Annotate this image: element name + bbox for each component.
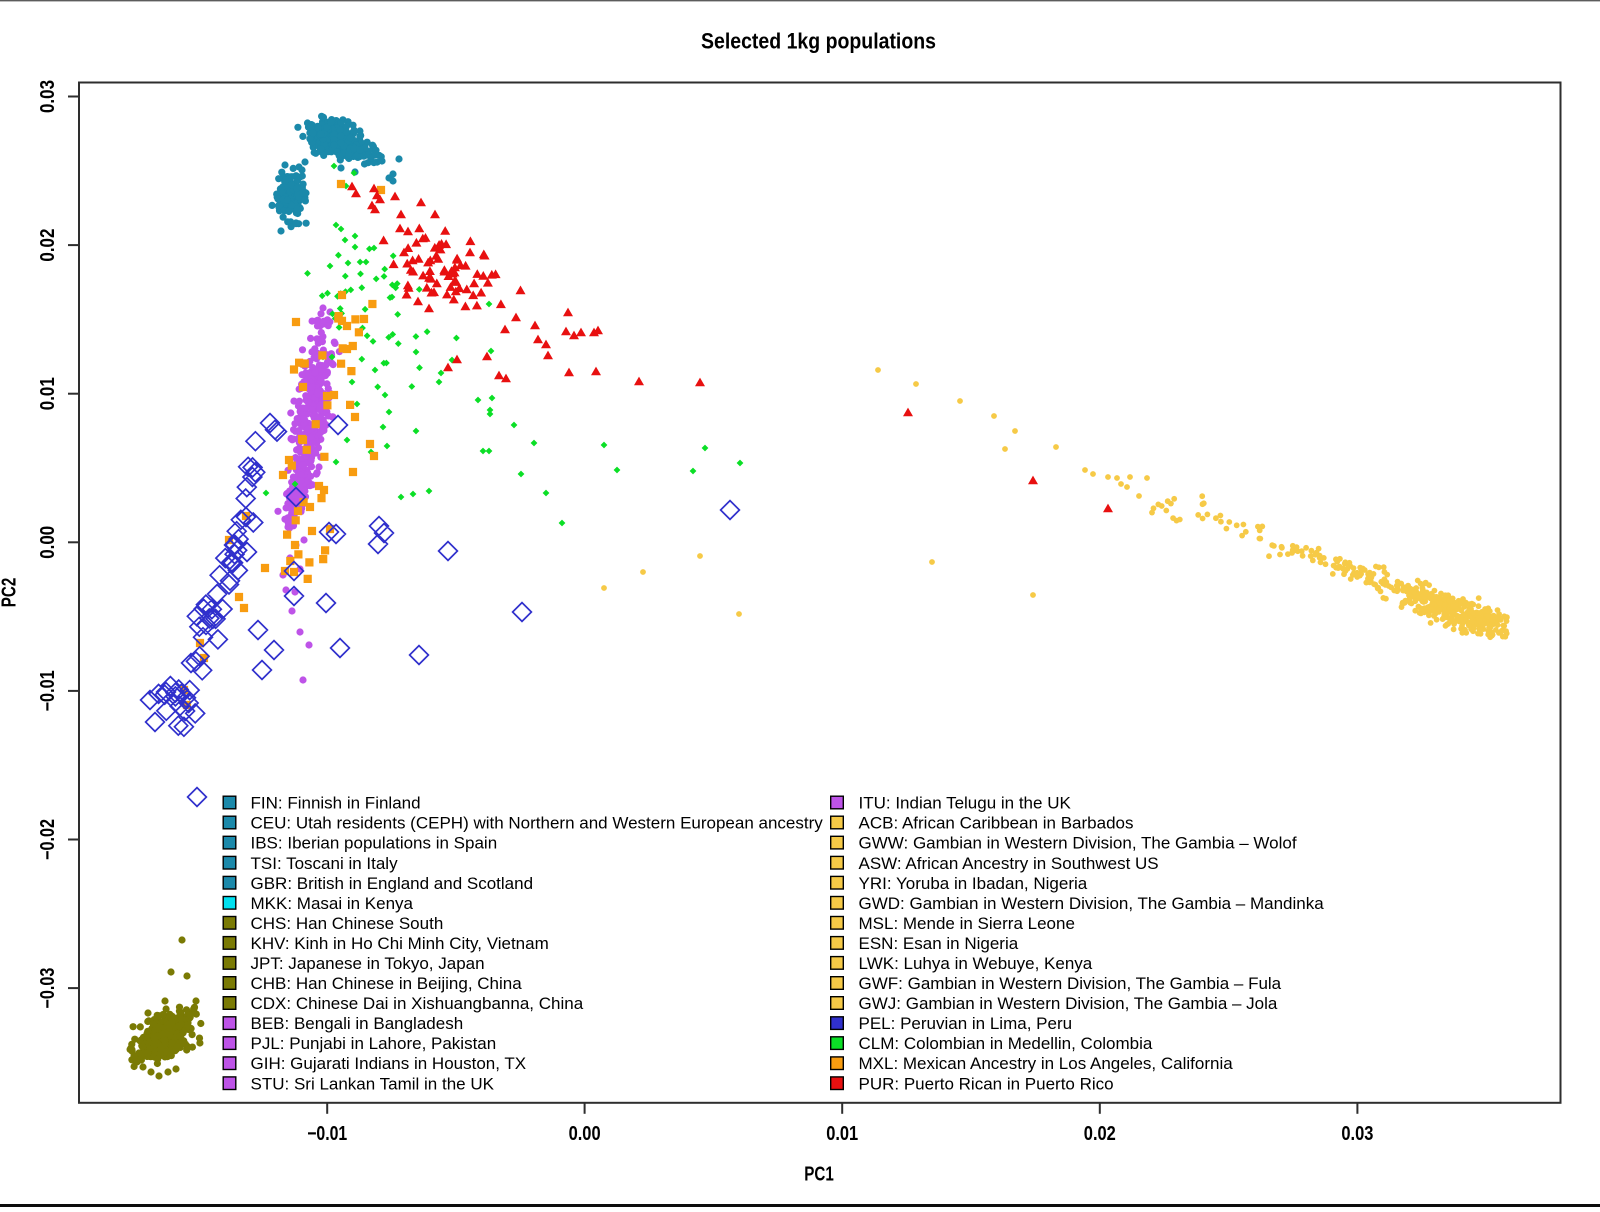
svg-text:IBS: Iberian populations in Sp: IBS: Iberian populations in Spain (251, 834, 498, 853)
svg-text:0.01: 0.01 (826, 1123, 858, 1145)
svg-text:0.00: 0.00 (569, 1123, 601, 1145)
svg-text:0.01: 0.01 (37, 377, 59, 410)
svg-text:GIH: Gujarati Indians in Houst: GIH: Gujarati Indians in Houston, TX (251, 1054, 527, 1073)
svg-text:ITU: Indian Telugu in the UK: ITU: Indian Telugu in the UK (859, 794, 1072, 813)
svg-text:CHS: Han Chinese South: CHS: Han Chinese South (251, 914, 444, 933)
svg-text:KHV: Kinh in Ho Chi Minh City,: KHV: Kinh in Ho Chi Minh City, Vietnam (251, 934, 549, 953)
svg-text:PC1: PC1 (804, 1164, 834, 1186)
svg-text:JPT: Japanese in Tokyo, Japan: JPT: Japanese in Tokyo, Japan (251, 954, 485, 973)
svg-text:PUR: Puerto Rican in Puerto Ri: PUR: Puerto Rican in Puerto Rico (859, 1074, 1114, 1093)
svg-text:0.02: 0.02 (37, 229, 59, 262)
svg-text:−0.03: −0.03 (37, 968, 59, 1009)
svg-text:YRI: Yoruba in Ibadan, Nigeria: YRI: Yoruba in Ibadan, Nigeria (859, 874, 1088, 893)
svg-text:GBR: British in England and Sc: GBR: British in England and Scotland (251, 874, 534, 893)
svg-text:GWW: Gambian in Western Divisi: GWW: Gambian in Western Division, The Ga… (859, 834, 1297, 853)
svg-text:ACB: African Caribbean in Barb: ACB: African Caribbean in Barbados (859, 814, 1134, 833)
svg-text:−0.02: −0.02 (37, 819, 59, 860)
svg-text:MXL: Mexican Ancestry in Los A: MXL: Mexican Ancestry in Los Angeles, Ca… (859, 1054, 1234, 1073)
svg-text:MSL: Mende in Sierra Leone: MSL: Mende in Sierra Leone (859, 914, 1075, 933)
svg-text:ESN: Esan in Nigeria: ESN: Esan in Nigeria (859, 934, 1019, 953)
svg-text:0.03: 0.03 (1341, 1123, 1373, 1145)
svg-text:ASW: African Ancestry in South: ASW: African Ancestry in Southwest US (859, 854, 1159, 873)
svg-text:PEL: Peruvian in Lima, Peru: PEL: Peruvian in Lima, Peru (859, 1014, 1073, 1033)
svg-text:PC2: PC2 (0, 578, 21, 608)
svg-text:TSI: Toscani in Italy: TSI: Toscani in Italy (251, 854, 399, 873)
svg-text:CEU: Utah residents (CEPH) wit: CEU: Utah residents (CEPH) with Northern… (251, 814, 824, 833)
svg-text:CDX: Chinese Dai in Xishuangba: CDX: Chinese Dai in Xishuangbanna, China (251, 994, 584, 1013)
svg-text:0.02: 0.02 (1084, 1123, 1116, 1145)
svg-text:GWF: Gambian in Western Divisi: GWF: Gambian in Western Division, The Ga… (859, 974, 1282, 993)
svg-text:Selected 1kg populations: Selected 1kg populations (701, 29, 936, 54)
svg-text:BEB: Bengali in Bangladesh: BEB: Bengali in Bangladesh (251, 1014, 464, 1033)
svg-text:MKK: Masai in Kenya: MKK: Masai in Kenya (251, 894, 414, 913)
svg-text:0.03: 0.03 (37, 80, 59, 113)
svg-text:GWD: Gambian in Western Divisi: GWD: Gambian in Western Division, The Ga… (859, 894, 1325, 913)
svg-text:PJL: Punjabi in Lahore, Pakist: PJL: Punjabi in Lahore, Pakistan (251, 1034, 497, 1053)
svg-text:LWK: Luhya in Webuye, Kenya: LWK: Luhya in Webuye, Kenya (859, 954, 1093, 973)
svg-text:0.00: 0.00 (37, 526, 59, 559)
svg-text:CLM: Colombian in Medellin, Co: CLM: Colombian in Medellin, Colombia (859, 1034, 1153, 1053)
svg-text:FIN: Finnish in Finland: FIN: Finnish in Finland (251, 794, 421, 813)
svg-text:GWJ: Gambian in Western Divisi: GWJ: Gambian in Western Division, The Ga… (859, 994, 1278, 1013)
svg-text:STU: Sri Lankan Tamil in the U: STU: Sri Lankan Tamil in the UK (251, 1074, 495, 1093)
svg-text:−0.01: −0.01 (307, 1123, 347, 1145)
svg-text:CHB: Han Chinese in Beijing, C: CHB: Han Chinese in Beijing, China (251, 974, 523, 993)
svg-text:−0.01: −0.01 (37, 670, 59, 711)
